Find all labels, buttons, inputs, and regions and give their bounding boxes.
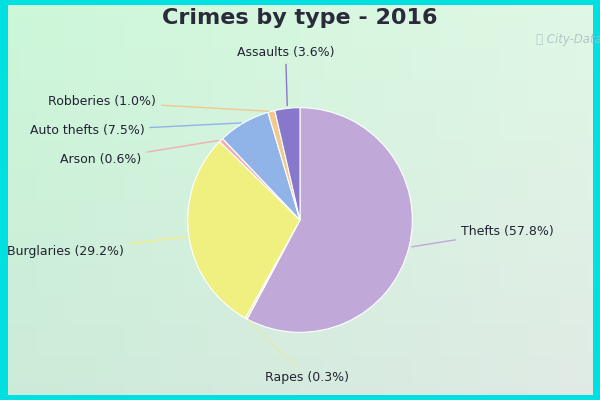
Wedge shape [275, 108, 300, 220]
Wedge shape [268, 110, 300, 220]
Text: ⓘ City-Data.com: ⓘ City-Data.com [536, 33, 600, 46]
Text: Crimes by type - 2016: Crimes by type - 2016 [162, 8, 438, 28]
Wedge shape [245, 220, 300, 319]
Text: Robberies (1.0%): Robberies (1.0%) [48, 96, 269, 111]
Wedge shape [223, 112, 300, 220]
Wedge shape [247, 108, 412, 332]
Text: Thefts (57.8%): Thefts (57.8%) [412, 225, 554, 247]
Text: Rapes (0.3%): Rapes (0.3%) [248, 320, 349, 384]
Wedge shape [188, 142, 300, 318]
Text: Burglaries (29.2%): Burglaries (29.2%) [7, 236, 186, 258]
Wedge shape [220, 139, 300, 220]
Text: Arson (0.6%): Arson (0.6%) [61, 140, 218, 166]
Text: Auto thefts (7.5%): Auto thefts (7.5%) [30, 123, 241, 137]
Text: Assaults (3.6%): Assaults (3.6%) [237, 46, 334, 106]
